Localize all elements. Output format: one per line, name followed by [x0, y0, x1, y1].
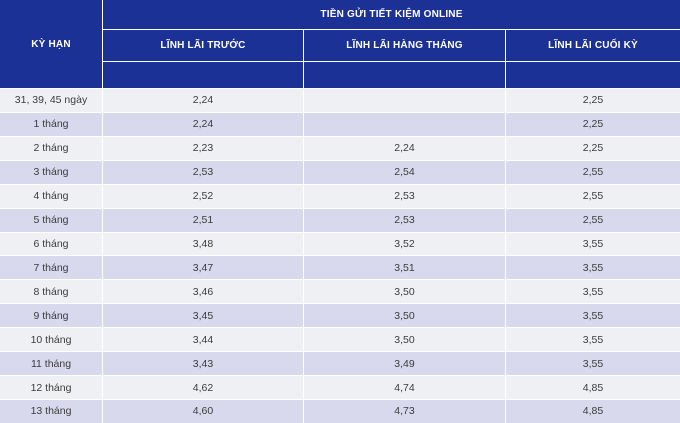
header-spacer-cell [304, 62, 505, 88]
rate-cell: 3,55 [506, 328, 680, 352]
rate-cell: 4,73 [304, 399, 505, 423]
rate-cell: 3,45 [103, 304, 303, 328]
header-spacer-cell [506, 62, 680, 88]
rate-cell: 2,52 [103, 184, 303, 208]
rate-cell: 3,55 [506, 280, 680, 304]
column-header-interest-at-maturity: LĨNH LÃI CUỐI KỲ [506, 30, 680, 61]
rate-cell: 2,24 [103, 112, 303, 136]
rate-cell: 2,24 [103, 89, 303, 112]
rate-cell: 2,53 [304, 184, 505, 208]
table-body: 31, 39, 45 ngày 2,24 2,25 1 tháng 2,24 2,25 2 … [0, 89, 680, 423]
table-row: 4 tháng 2,52 2,53 2,55 [0, 184, 680, 208]
table-row: 7 tháng 3,47 3,51 3,55 [0, 256, 680, 280]
rate-cell: 3,52 [304, 232, 505, 256]
rate-cell: 3,46 [103, 280, 303, 304]
rate-cell: 2,51 [103, 208, 303, 232]
term-cell: 7 tháng [0, 256, 102, 280]
rate-cell: 2,55 [506, 184, 680, 208]
table-header: KỲ HẠN TIỀN GỬI TIẾT KIỆM ONLINE LĨNH LÃ… [0, 0, 680, 88]
table-row: 2 tháng 2,23 2,24 2,25 [0, 136, 680, 160]
rate-cell: 4,85 [506, 399, 680, 423]
term-cell: 10 tháng [0, 328, 102, 352]
table-row: 5 tháng 2,51 2,53 2,55 [0, 208, 680, 232]
term-cell: 12 tháng [0, 376, 102, 399]
table-row: 12 tháng 4,62 4,74 4,85 [0, 376, 680, 399]
column-header-interest-upfront: LĨNH LÃI TRƯỚC [103, 30, 303, 61]
table-row: 6 tháng 3,48 3,52 3,55 [0, 232, 680, 256]
term-cell: 11 tháng [0, 352, 102, 376]
term-cell: 9 tháng [0, 304, 102, 328]
rate-cell: 3,51 [304, 256, 505, 280]
column-header-term: KỲ HẠN [0, 0, 102, 88]
term-cell: 13 tháng [0, 399, 102, 423]
table-row: 1 tháng 2,24 2,25 [0, 112, 680, 136]
rate-cell: 2,53 [304, 208, 505, 232]
rate-cell [304, 89, 505, 112]
rate-cell: 2,25 [506, 89, 680, 112]
rate-cell: 2,54 [304, 160, 505, 184]
rate-cell: 2,53 [103, 160, 303, 184]
term-cell: 2 tháng [0, 136, 102, 160]
rate-cell: 3,50 [304, 280, 505, 304]
term-cell: 8 tháng [0, 280, 102, 304]
table-row: 10 tháng 3,44 3,50 3,55 [0, 328, 680, 352]
rate-cell: 2,25 [506, 136, 680, 160]
rate-cell: 4,85 [506, 376, 680, 399]
rate-cell: 2,55 [506, 208, 680, 232]
rate-cell: 3,44 [103, 328, 303, 352]
term-cell: 1 tháng [0, 112, 102, 136]
rate-cell: 3,43 [103, 352, 303, 376]
rate-cell: 3,55 [506, 256, 680, 280]
table-row: 11 tháng 3,43 3,49 3,55 [0, 352, 680, 376]
term-cell: 31, 39, 45 ngày [0, 89, 102, 112]
rate-cell: 2,55 [506, 160, 680, 184]
term-cell: 4 tháng [0, 184, 102, 208]
table-row: 3 tháng 2,53 2,54 2,55 [0, 160, 680, 184]
rate-cell: 4,60 [103, 399, 303, 423]
rate-cell: 3,47 [103, 256, 303, 280]
rate-cell: 3,50 [304, 328, 505, 352]
header-spacer-cell [103, 62, 303, 88]
rate-cell: 3,48 [103, 232, 303, 256]
rate-cell: 4,74 [304, 376, 505, 399]
rate-cell: 3,55 [506, 232, 680, 256]
rate-cell: 3,55 [506, 304, 680, 328]
table-row: 9 tháng 3,45 3,50 3,55 [0, 304, 680, 328]
table-row: 13 tháng 4,60 4,73 4,85 [0, 399, 680, 423]
rate-cell: 3,55 [506, 352, 680, 376]
rate-cell: 3,50 [304, 304, 505, 328]
term-cell: 6 tháng [0, 232, 102, 256]
rate-cell: 4,62 [103, 376, 303, 399]
rate-cell: 3,49 [304, 352, 505, 376]
term-cell: 5 tháng [0, 208, 102, 232]
rate-cell [304, 112, 505, 136]
table-row: 31, 39, 45 ngày 2,24 2,25 [0, 89, 680, 112]
rate-cell: 2,23 [103, 136, 303, 160]
column-header-interest-monthly: LĨNH LÃI HÀNG THÁNG [304, 30, 505, 61]
term-cell: 3 tháng [0, 160, 102, 184]
table-title: TIỀN GỬI TIẾT KIỆM ONLINE [103, 0, 680, 29]
rate-cell: 2,24 [304, 136, 505, 160]
table-row: 8 tháng 3,46 3,50 3,55 [0, 280, 680, 304]
rate-cell: 2,25 [506, 112, 680, 136]
